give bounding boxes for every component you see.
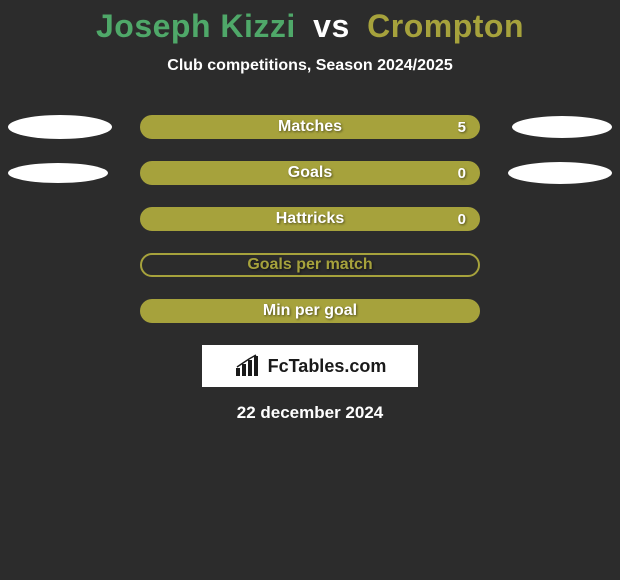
stat-label: Goals bbox=[288, 164, 332, 182]
vs-label: vs bbox=[313, 8, 350, 44]
fctables-logo: FcTables.com bbox=[202, 345, 418, 387]
stat-rows: Matches 5 Goals 0 Hattricks 0 Goals per match M… bbox=[0, 115, 620, 323]
stat-label: Min per goal bbox=[263, 302, 357, 320]
stat-label: Matches bbox=[278, 118, 342, 136]
stat-bar: Min per goal bbox=[140, 299, 480, 323]
stat-value: 0 bbox=[458, 211, 466, 228]
stat-bar: Goals 0 bbox=[140, 161, 480, 185]
left-ellipse bbox=[8, 163, 108, 183]
stat-value: 0 bbox=[458, 165, 466, 182]
logo-text: FcTables.com bbox=[268, 356, 387, 377]
bar-chart-icon bbox=[234, 354, 262, 378]
stat-bar: Matches 5 bbox=[140, 115, 480, 139]
subtitle: Club competitions, Season 2024/2025 bbox=[0, 57, 620, 75]
footer-date: 22 december 2024 bbox=[0, 403, 620, 423]
page-title: Joseph Kizzi vs Crompton bbox=[0, 0, 620, 45]
stat-value: 5 bbox=[458, 119, 466, 136]
stat-row: Min per goal bbox=[0, 299, 620, 323]
stat-row: Goals per match bbox=[0, 253, 620, 277]
player2-name: Crompton bbox=[367, 8, 524, 44]
player1-name: Joseph Kizzi bbox=[96, 8, 296, 44]
stat-row: Goals 0 bbox=[0, 161, 620, 185]
left-ellipse bbox=[8, 115, 112, 139]
stat-label: Hattricks bbox=[276, 210, 344, 228]
right-ellipse bbox=[512, 116, 612, 138]
right-ellipse bbox=[508, 162, 612, 184]
stat-bar: Hattricks 0 bbox=[140, 207, 480, 231]
stat-label: Goals per match bbox=[247, 256, 372, 274]
stat-bar: Goals per match bbox=[140, 253, 480, 277]
stat-row: Hattricks 0 bbox=[0, 207, 620, 231]
stat-row: Matches 5 bbox=[0, 115, 620, 139]
